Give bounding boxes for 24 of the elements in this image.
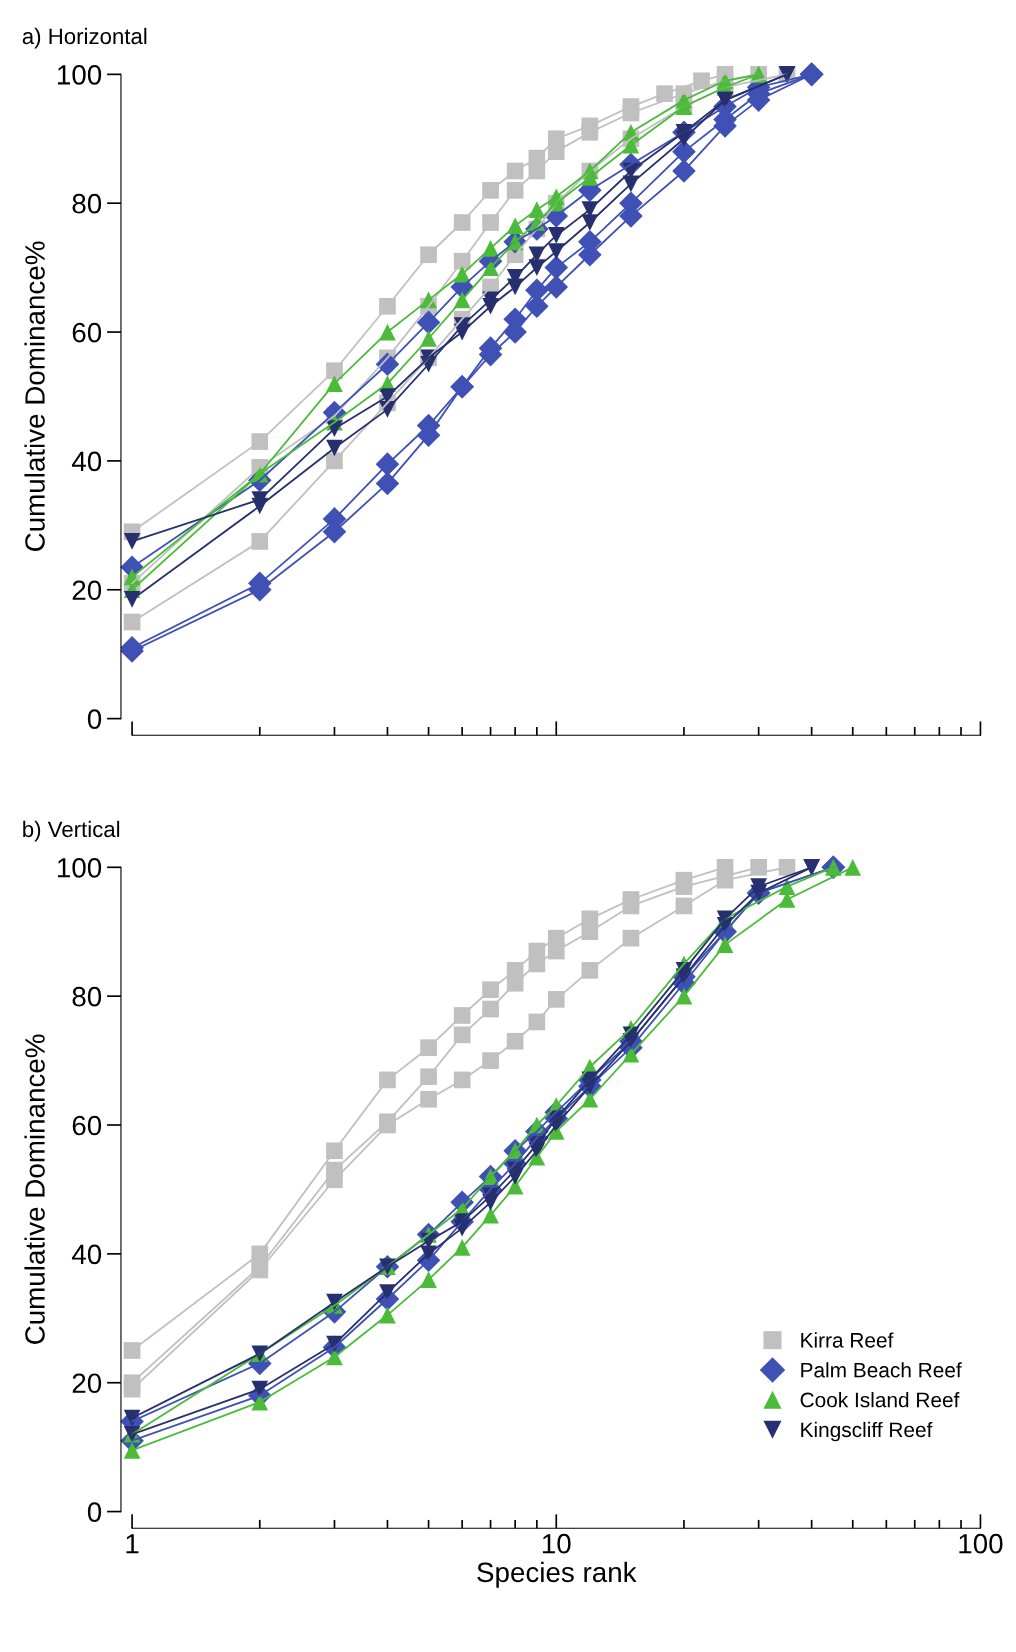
chart-title: a) Horizontal	[22, 27, 147, 49]
y-tick-label: 80	[72, 986, 102, 1007]
y-tick-label: 20	[72, 1373, 102, 1394]
x-tick-label: 100	[959, 1533, 1003, 1554]
y-tick-label: 40	[71, 1244, 102, 1265]
chart-title: b) Vertical	[23, 820, 120, 842]
legend-label: Cook Island Reef	[800, 1392, 960, 1408]
y-tick-label: 80	[72, 193, 102, 214]
x-axis-title: Species rank	[477, 1561, 637, 1588]
x-tick-label: 10	[542, 1533, 571, 1554]
x-tick-label: 1	[126, 1534, 139, 1554]
y-tick-label: 60	[72, 322, 102, 343]
legend-label: Palm Beach Reef	[801, 1362, 962, 1378]
y-axis-title: Cumulative Dominance%	[24, 1034, 45, 1344]
legend-label: Kingscliff Reef	[801, 1421, 933, 1442]
y-tick-label: 100	[58, 857, 102, 878]
y-tick-label: 100	[58, 65, 102, 85]
y-tick-label: 60	[72, 1115, 102, 1136]
y-axis-title: Cumulative Dominance%	[24, 241, 45, 551]
y-tick-label: 20	[72, 580, 102, 601]
y-tick-label: 0	[87, 709, 102, 729]
legend-label: Kirra Reef	[801, 1332, 894, 1348]
y-tick-label: 40	[71, 451, 102, 472]
y-tick-label: 0	[87, 1502, 102, 1522]
